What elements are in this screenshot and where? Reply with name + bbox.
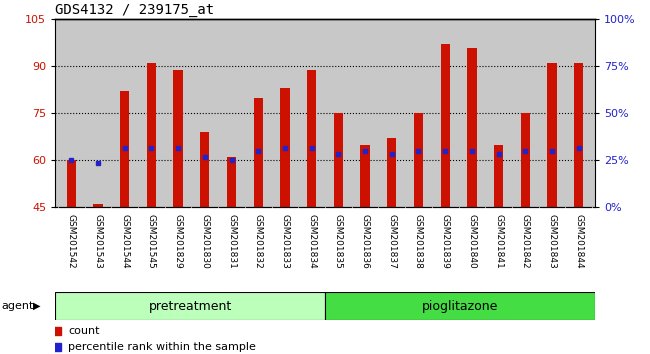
Bar xyxy=(254,98,263,207)
Bar xyxy=(227,157,236,207)
Text: ▶: ▶ xyxy=(32,301,40,311)
Bar xyxy=(94,204,103,207)
Bar xyxy=(494,144,503,207)
Bar xyxy=(120,91,129,207)
Bar xyxy=(325,292,595,320)
Text: GSM201843: GSM201843 xyxy=(547,214,556,269)
Text: pioglitazone: pioglitazone xyxy=(422,300,498,313)
Bar xyxy=(574,63,584,207)
Text: GSM201835: GSM201835 xyxy=(334,214,343,269)
Text: GSM201542: GSM201542 xyxy=(67,214,76,269)
Text: pretreatment: pretreatment xyxy=(148,300,232,313)
Bar xyxy=(55,292,325,320)
Text: GSM201830: GSM201830 xyxy=(200,214,209,269)
Text: GSM201545: GSM201545 xyxy=(147,214,156,269)
Bar xyxy=(333,113,343,207)
Bar xyxy=(66,160,76,207)
Text: GSM201840: GSM201840 xyxy=(467,214,476,269)
Bar xyxy=(441,45,450,207)
Bar xyxy=(280,88,290,207)
Text: GDS4132 / 239175_at: GDS4132 / 239175_at xyxy=(55,3,214,17)
Text: GSM201841: GSM201841 xyxy=(494,214,503,269)
Text: GSM201833: GSM201833 xyxy=(280,214,289,269)
Bar xyxy=(387,138,396,207)
Text: agent: agent xyxy=(1,301,34,311)
Bar xyxy=(200,132,209,207)
Text: GSM201844: GSM201844 xyxy=(574,214,583,269)
Text: GSM201834: GSM201834 xyxy=(307,214,316,269)
Bar xyxy=(547,63,556,207)
Text: GSM201836: GSM201836 xyxy=(361,214,370,269)
Bar xyxy=(360,144,370,207)
Text: GSM201544: GSM201544 xyxy=(120,214,129,269)
Text: count: count xyxy=(68,326,99,336)
Bar xyxy=(307,69,317,207)
Bar xyxy=(521,113,530,207)
Text: GSM201837: GSM201837 xyxy=(387,214,396,269)
Bar xyxy=(174,69,183,207)
Bar xyxy=(467,47,476,207)
Text: percentile rank within the sample: percentile rank within the sample xyxy=(68,342,256,352)
Bar xyxy=(414,113,423,207)
Text: GSM201831: GSM201831 xyxy=(227,214,236,269)
Text: GSM201839: GSM201839 xyxy=(441,214,450,269)
Text: GSM201832: GSM201832 xyxy=(254,214,263,269)
Bar xyxy=(147,63,156,207)
Text: GSM201543: GSM201543 xyxy=(94,214,103,269)
Text: GSM201829: GSM201829 xyxy=(174,214,183,269)
Text: GSM201842: GSM201842 xyxy=(521,214,530,269)
Text: GSM201838: GSM201838 xyxy=(414,214,423,269)
